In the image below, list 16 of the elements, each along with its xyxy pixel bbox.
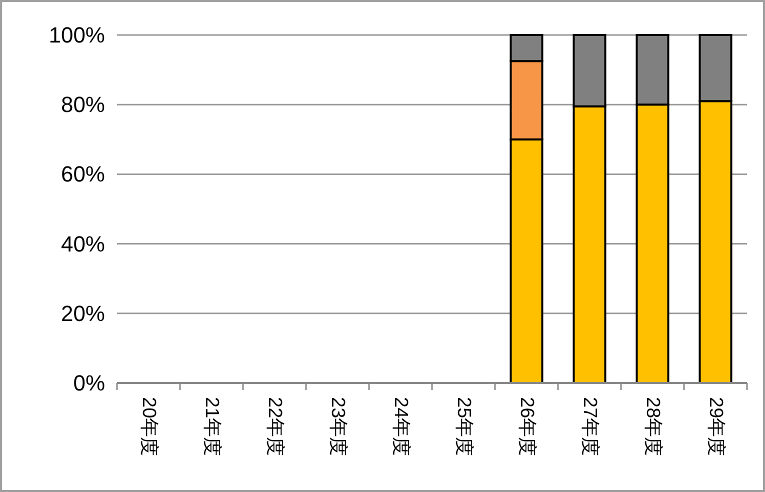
y-tick-label: 0% — [73, 370, 105, 396]
x-tick-label: 28年度 — [642, 397, 664, 456]
x-tick-label: 25年度 — [453, 397, 475, 456]
y-tick-label: 20% — [60, 300, 105, 326]
y-tick-label: 40% — [60, 231, 105, 256]
x-tick-label: 20年度 — [138, 397, 160, 456]
x-tick-label: 23年度 — [327, 397, 349, 456]
x-tick-label: 29年度 — [705, 397, 727, 456]
x-tick-label: 27年度 — [579, 397, 601, 456]
x-tick-label: 22年度 — [264, 397, 286, 456]
x-tick-label: 24年度 — [390, 397, 412, 456]
x-tick-label: 21年度 — [201, 397, 223, 456]
y-tick-label: 60% — [60, 162, 105, 187]
y-tick-label: 100% — [48, 22, 105, 48]
x-tick-label: 26年度 — [516, 397, 538, 456]
y-tick-label: 80% — [60, 92, 105, 118]
